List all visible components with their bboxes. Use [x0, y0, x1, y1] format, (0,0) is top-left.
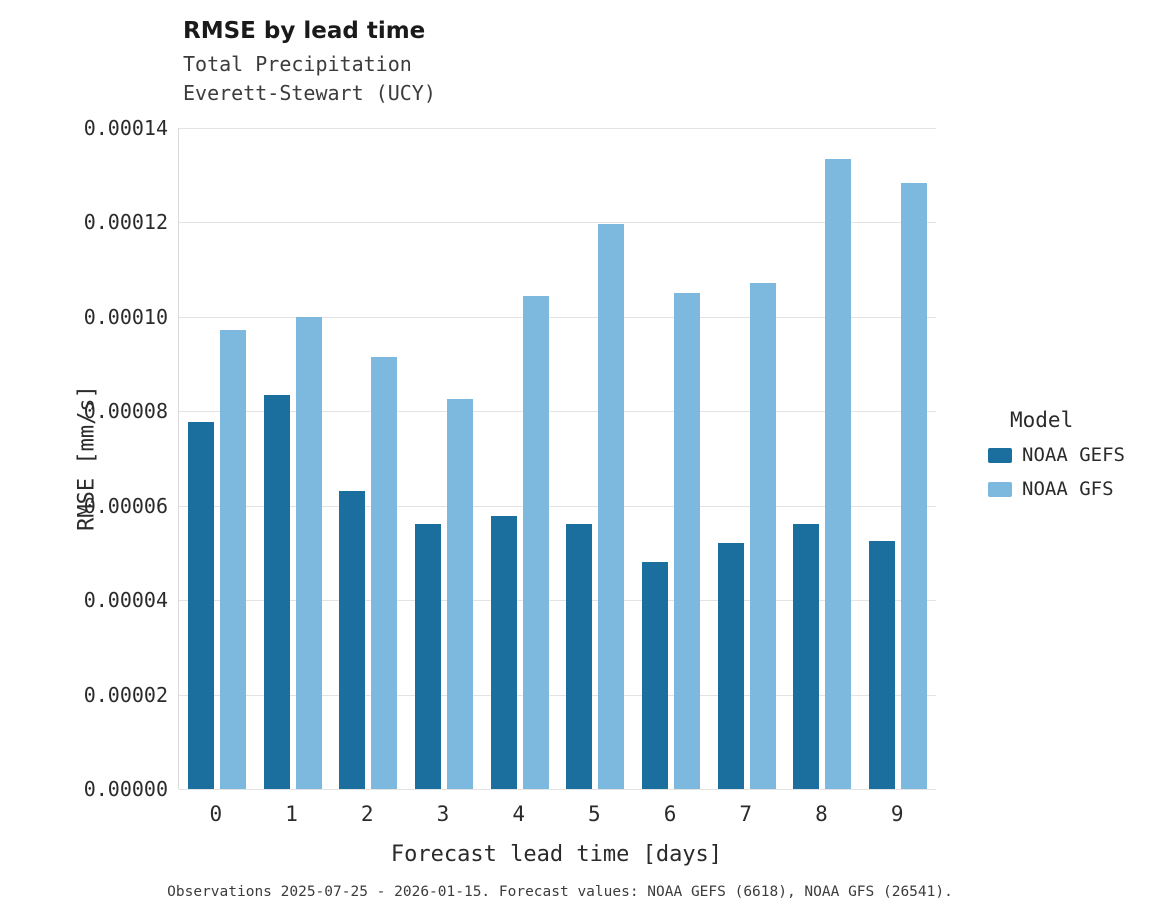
bar-group-lead8: [785, 128, 861, 789]
bar-noaa-gefs-lead7: [717, 542, 744, 789]
bar-noaa-gfs-lead4: [522, 295, 549, 789]
bar-group-lead2: [330, 128, 406, 789]
bar-noaa-gfs-lead3: [446, 399, 473, 789]
bar-noaa-gefs-lead3: [414, 524, 441, 789]
bar-group-lead9: [860, 128, 936, 789]
bar-group-lead7: [709, 128, 785, 789]
legend: Model NOAA GEFS NOAA GFS: [988, 408, 1173, 512]
y-tick-label: 0.00004: [83, 588, 168, 613]
x-tick-label: 7: [739, 802, 753, 826]
bar-noaa-gefs-lead2: [339, 490, 366, 789]
x-tick-label: 2: [360, 802, 374, 826]
bar-noaa-gefs-lead4: [490, 516, 517, 789]
gridline: [179, 694, 936, 696]
legend-title: Model: [1010, 408, 1074, 432]
bar-noaa-gfs-lead1: [295, 316, 322, 789]
legend-swatch: [988, 447, 1012, 463]
bar-group-lead6: [633, 128, 709, 789]
legend-swatch: [988, 481, 1012, 497]
y-tick-label: 0.00002: [83, 682, 168, 707]
bar-noaa-gfs-lead6: [674, 292, 701, 789]
chart-subtitle-station: Everett-Stewart (UCY): [183, 81, 436, 105]
bar-group-lead1: [255, 128, 331, 789]
bar-noaa-gfs-lead2: [371, 356, 398, 789]
y-tick-label: 0.00012: [83, 210, 168, 235]
y-tick-label: 0.00000: [83, 777, 168, 801]
y-tick-label: 0.00006: [83, 493, 168, 518]
legend-label: NOAA GFS: [1022, 478, 1114, 500]
bar-noaa-gfs-lead7: [749, 282, 776, 789]
chart-subtitle-variable: Total Precipitation: [183, 52, 412, 76]
bar-noaa-gefs-lead8: [793, 524, 820, 789]
x-tick-label: 4: [512, 802, 525, 826]
chart-title: RMSE by lead time: [183, 18, 426, 44]
bar-noaa-gfs-lead5: [598, 224, 625, 789]
bar-noaa-gefs-lead6: [642, 561, 669, 789]
gridline: [179, 222, 936, 224]
bar-noaa-gfs-lead0: [219, 329, 246, 789]
x-tick-label: 8: [815, 802, 828, 826]
bar-noaa-gefs-lead1: [263, 394, 290, 789]
y-tick-label: 0.00010: [83, 304, 168, 329]
plot-area: [178, 128, 936, 790]
legend-entry-noaa-gfs: NOAA GFS: [988, 478, 1173, 500]
x-tick-label: 1: [285, 802, 298, 826]
x-tick-label: 0: [209, 802, 223, 826]
legend-entries: NOAA GEFS NOAA GFS: [988, 444, 1173, 500]
x-tick-label: 3: [436, 802, 450, 826]
bar-noaa-gefs-lead5: [566, 524, 593, 789]
y-tick-label: 0.00008: [83, 399, 168, 424]
gridline: [179, 600, 936, 602]
bar-group-lead5: [558, 128, 634, 789]
gridline: [179, 789, 936, 790]
legend-entry-noaa-gefs: NOAA GEFS: [988, 444, 1173, 466]
x-axis-title: Forecast lead time [days]: [390, 842, 723, 867]
bar-group-lead0: [179, 128, 255, 789]
y-tick-label: 0.00014: [83, 116, 168, 140]
legend-label: NOAA GEFS: [1022, 444, 1125, 466]
bar-noaa-gefs-lead9: [869, 540, 896, 789]
gridline: [179, 505, 936, 507]
bar-groups: [179, 128, 936, 789]
gridline: [179, 128, 936, 129]
bar-group-lead4: [482, 128, 558, 789]
x-tick-label: 9: [890, 802, 904, 826]
x-tick-label: 5: [588, 802, 601, 826]
footnote-caption: Observations 2025-07-25 - 2026-01-15. Fo…: [167, 884, 953, 900]
bar-noaa-gefs-lead0: [187, 421, 214, 789]
gridline: [179, 411, 936, 413]
gridline: [179, 316, 936, 318]
bar-group-lead3: [406, 128, 482, 789]
x-tick-label: 6: [663, 802, 677, 826]
bar-noaa-gfs-lead9: [901, 183, 928, 789]
bar-noaa-gfs-lead8: [825, 158, 852, 789]
